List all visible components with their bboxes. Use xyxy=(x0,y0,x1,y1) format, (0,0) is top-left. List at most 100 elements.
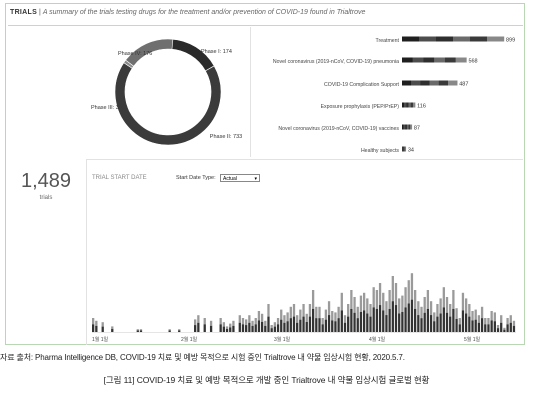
indication-bar-chart: Treatment 899 Novel coronavirus (2019-nCoV… xyxy=(273,36,515,154)
hbar-bar-segment xyxy=(423,57,435,63)
ts-bar-upper xyxy=(452,290,455,309)
ts-bar-lower xyxy=(493,321,496,332)
ts-bar-upper xyxy=(375,290,379,309)
donut-label: Phase IV: 176 xyxy=(118,51,152,57)
hbar-value-label: 34 xyxy=(408,148,414,154)
hbar-bar-segment xyxy=(438,80,449,86)
ts-bar-upper xyxy=(353,297,356,313)
ts-bar-lower xyxy=(512,325,516,332)
ts-bar-lower xyxy=(404,307,407,332)
ts-bar-lower xyxy=(366,313,369,332)
ts-bar-upper xyxy=(496,325,500,329)
hbar-bar-segment xyxy=(408,124,411,130)
ts-bar-lower xyxy=(420,318,423,332)
ts-bar-upper xyxy=(382,292,385,311)
ts-bar-lower xyxy=(289,318,292,332)
ts-bar-lower xyxy=(203,324,206,332)
ts-bar-lower xyxy=(136,330,139,332)
ts-bar-upper xyxy=(337,306,340,319)
ts-bar-lower xyxy=(500,322,503,332)
ts-bar-upper xyxy=(503,327,506,330)
ts-bar-lower xyxy=(496,328,500,332)
ts-bar-lower xyxy=(283,322,286,332)
ts-bar-upper xyxy=(251,320,254,326)
ts-bar-lower xyxy=(273,326,277,332)
ts-bar-lower xyxy=(232,325,235,332)
hbar-value-label: 487 xyxy=(459,82,468,88)
ts-bar-upper xyxy=(356,306,359,319)
donut-label: Phase III: 3 xyxy=(91,105,119,111)
ts-bar-upper xyxy=(264,320,267,326)
ts-bar-lower xyxy=(276,324,280,332)
ts-bar-upper xyxy=(321,318,324,325)
ts-bar-lower xyxy=(331,320,334,332)
hbar-bar-segment xyxy=(411,80,421,86)
ts-bar-lower xyxy=(286,321,289,332)
ts-bar-upper xyxy=(401,295,404,312)
start-date-bar-chart: 1월 1일 2월 1일 3월 1일 4월 1일 5월 1일 xyxy=(92,273,516,343)
ts-bar-upper xyxy=(168,329,171,331)
hbar-category-label: COVID-19 Complication Support xyxy=(324,82,400,88)
ts-bar-upper xyxy=(315,306,318,319)
start-date-type-value: Actual xyxy=(223,176,237,182)
ts-bar-upper xyxy=(324,309,328,320)
start-date-type-select[interactable]: Actual ▾ xyxy=(220,174,260,182)
ts-bar-lower xyxy=(426,308,430,332)
hbar-bar-segment xyxy=(412,102,416,108)
ts-bar-upper xyxy=(407,280,410,304)
ts-bar-lower xyxy=(219,324,222,332)
ts-bar-upper xyxy=(391,276,394,302)
hbar-bar-segment xyxy=(404,146,406,152)
ts-bar-upper xyxy=(225,326,229,329)
ts-bar-lower xyxy=(362,310,366,332)
ts-bar-lower xyxy=(477,322,481,332)
ts-bar-lower xyxy=(197,322,200,332)
hbar-bar-segment xyxy=(402,36,420,42)
ts-bar-lower xyxy=(369,316,372,332)
hbar-bar-segment xyxy=(403,146,405,152)
ts-bar-lower xyxy=(302,316,305,332)
ts-bar-upper xyxy=(359,295,363,312)
ts-bar-upper xyxy=(413,290,417,309)
ts-bar-upper xyxy=(270,325,273,329)
hbar-bar-segment xyxy=(402,102,405,108)
start-date-type-label: Start Date Type: xyxy=(176,175,216,181)
hbar-bar-segment xyxy=(419,36,437,42)
ts-bar-lower xyxy=(347,316,350,332)
hbar-bar-segment xyxy=(434,57,446,63)
hbar-bar-segment xyxy=(403,146,405,152)
ts-bar-lower xyxy=(222,326,226,332)
dashboard-subtitle: A summary of the trials testing drugs fo… xyxy=(42,9,366,16)
ts-bar-lower xyxy=(423,312,426,332)
ts-bar-upper xyxy=(493,312,496,322)
ts-bar-lower xyxy=(245,325,248,332)
ts-bar-upper xyxy=(334,312,337,322)
ts-bar-lower xyxy=(238,322,241,332)
ts-bar-upper xyxy=(111,326,114,329)
ts-bar-upper xyxy=(296,315,299,323)
ts-bar-lower xyxy=(509,322,512,332)
ts-bar-upper xyxy=(458,318,461,325)
ts-bar-lower xyxy=(417,315,420,332)
ts-bar-lower xyxy=(407,303,410,332)
ts-bar-lower xyxy=(111,328,114,332)
hbar-bar-segment xyxy=(429,80,440,86)
ts-bar-upper xyxy=(509,315,512,323)
hbar-bar-segment xyxy=(402,57,413,63)
ts-bar-upper xyxy=(340,292,343,311)
ts-bar-lower xyxy=(254,324,257,332)
ts-bar-lower xyxy=(413,308,417,332)
ts-bar-lower xyxy=(139,330,143,332)
ts-bar-upper xyxy=(439,298,442,314)
ts-bar-lower xyxy=(343,322,347,332)
ts-bar-lower xyxy=(385,315,388,332)
ts-bar-upper xyxy=(506,318,509,325)
ts-bar-lower xyxy=(471,320,474,332)
ts-bar-upper xyxy=(276,318,280,325)
ts-bar-upper xyxy=(474,309,477,320)
ts-bar-upper xyxy=(305,313,308,322)
ts-bar-lower xyxy=(337,318,340,332)
ts-bar-upper xyxy=(347,304,350,317)
ts-bar-upper xyxy=(487,318,490,325)
hbar-bar-segment xyxy=(436,36,454,42)
